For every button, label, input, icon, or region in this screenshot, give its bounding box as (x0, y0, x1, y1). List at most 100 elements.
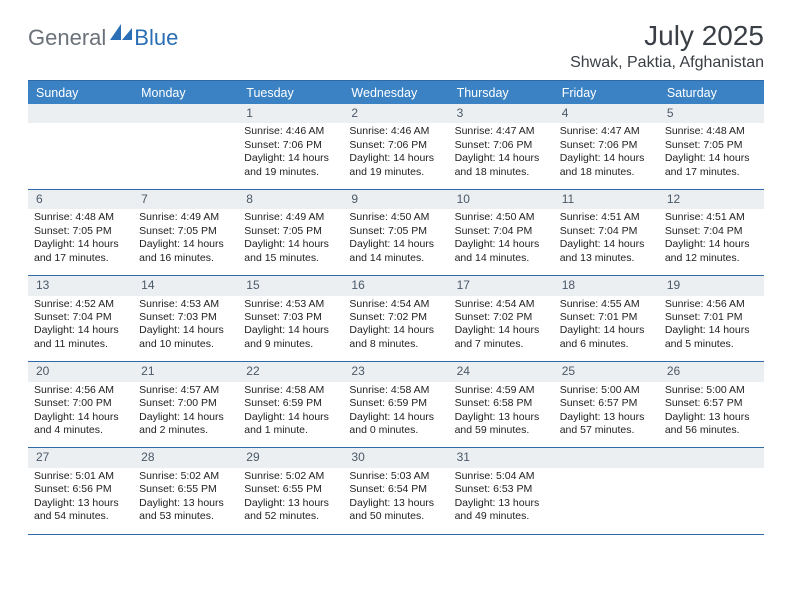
logo-text-blue: Blue (134, 25, 178, 51)
date-number: 30 (343, 448, 448, 467)
daylight-text-1: Daylight: 14 hours (349, 238, 442, 251)
date-number: 28 (133, 448, 238, 467)
title-block: July 2025 Shwak, Paktia, Afghanistan (570, 20, 764, 72)
cell-body: Sunrise: 4:53 AMSunset: 7:03 PMDaylight:… (238, 296, 343, 362)
date-number: 6 (28, 190, 133, 209)
sunset-text: Sunset: 7:01 PM (665, 311, 758, 324)
daylight-text-2: and 50 minutes. (349, 510, 442, 523)
calendar-cell: 15Sunrise: 4:53 AMSunset: 7:03 PMDayligh… (238, 276, 343, 361)
daylight-text-2: and 15 minutes. (244, 252, 337, 265)
sunset-text: Sunset: 7:02 PM (349, 311, 442, 324)
date-number: 2 (343, 104, 448, 123)
sunset-text: Sunset: 6:54 PM (349, 483, 442, 496)
cell-body: Sunrise: 4:49 AMSunset: 7:05 PMDaylight:… (133, 209, 238, 275)
daylight-text-1: Daylight: 14 hours (139, 238, 232, 251)
sunset-text: Sunset: 7:04 PM (34, 311, 127, 324)
cell-body: Sunrise: 4:58 AMSunset: 6:59 PMDaylight:… (343, 382, 448, 448)
calendar-cell: 26Sunrise: 5:00 AMSunset: 6:57 PMDayligh… (659, 362, 764, 447)
daylight-text-1: Daylight: 14 hours (34, 411, 127, 424)
sunrise-text: Sunrise: 4:48 AM (34, 211, 127, 224)
daylight-text-2: and 1 minute. (244, 424, 337, 437)
logo-text-general: General (28, 25, 106, 51)
sunrise-text: Sunrise: 4:53 AM (244, 298, 337, 311)
date-number: 7 (133, 190, 238, 209)
calendar-week: 13Sunrise: 4:52 AMSunset: 7:04 PMDayligh… (28, 276, 764, 362)
calendar-cell: 3Sunrise: 4:47 AMSunset: 7:06 PMDaylight… (449, 104, 554, 189)
cell-body: Sunrise: 5:01 AMSunset: 6:56 PMDaylight:… (28, 468, 133, 534)
daylight-text-1: Daylight: 14 hours (560, 152, 653, 165)
day-header: Thursday (449, 81, 554, 104)
daylight-text-1: Daylight: 14 hours (349, 152, 442, 165)
sunrise-text: Sunrise: 4:46 AM (244, 125, 337, 138)
date-number: 26 (659, 362, 764, 381)
day-header: Sunday (28, 81, 133, 104)
calendar-cell: 24Sunrise: 4:59 AMSunset: 6:58 PMDayligh… (449, 362, 554, 447)
date-number: 18 (554, 276, 659, 295)
daylight-text-2: and 54 minutes. (34, 510, 127, 523)
calendar-cell-empty (133, 104, 238, 189)
date-number: 17 (449, 276, 554, 295)
daylight-text-1: Daylight: 14 hours (244, 238, 337, 251)
daylight-text-1: Daylight: 14 hours (665, 324, 758, 337)
sunrise-text: Sunrise: 4:56 AM (665, 298, 758, 311)
daylight-text-2: and 59 minutes. (455, 424, 548, 437)
calendar-cell: 5Sunrise: 4:48 AMSunset: 7:05 PMDaylight… (659, 104, 764, 189)
calendar: SundayMondayTuesdayWednesdayThursdayFrid… (28, 80, 764, 535)
daylight-text-2: and 9 minutes. (244, 338, 337, 351)
date-number (554, 448, 659, 467)
sunset-text: Sunset: 7:04 PM (665, 225, 758, 238)
daylight-text-1: Daylight: 14 hours (34, 238, 127, 251)
cell-body: Sunrise: 4:46 AMSunset: 7:06 PMDaylight:… (238, 123, 343, 189)
sunset-text: Sunset: 7:01 PM (560, 311, 653, 324)
daylight-text-2: and 2 minutes. (139, 424, 232, 437)
sunrise-text: Sunrise: 4:57 AM (139, 384, 232, 397)
date-number: 5 (659, 104, 764, 123)
calendar-cell: 2Sunrise: 4:46 AMSunset: 7:06 PMDaylight… (343, 104, 448, 189)
cell-body: Sunrise: 4:58 AMSunset: 6:59 PMDaylight:… (238, 382, 343, 448)
date-number: 3 (449, 104, 554, 123)
sunset-text: Sunset: 6:57 PM (665, 397, 758, 410)
sunset-text: Sunset: 6:58 PM (455, 397, 548, 410)
daylight-text-1: Daylight: 13 hours (244, 497, 337, 510)
sunrise-text: Sunrise: 4:49 AM (244, 211, 337, 224)
date-number: 31 (449, 448, 554, 467)
sunrise-text: Sunrise: 4:58 AM (244, 384, 337, 397)
day-header: Tuesday (238, 81, 343, 104)
sunrise-text: Sunrise: 4:59 AM (455, 384, 548, 397)
day-header: Wednesday (343, 81, 448, 104)
daylight-text-1: Daylight: 14 hours (244, 411, 337, 424)
calendar-cell: 21Sunrise: 4:57 AMSunset: 7:00 PMDayligh… (133, 362, 238, 447)
sunrise-text: Sunrise: 4:54 AM (455, 298, 548, 311)
sunrise-text: Sunrise: 4:53 AM (139, 298, 232, 311)
daylight-text-2: and 7 minutes. (455, 338, 548, 351)
sunrise-text: Sunrise: 4:56 AM (34, 384, 127, 397)
daylight-text-2: and 16 minutes. (139, 252, 232, 265)
sunset-text: Sunset: 7:06 PM (349, 139, 442, 152)
calendar-cell: 17Sunrise: 4:54 AMSunset: 7:02 PMDayligh… (449, 276, 554, 361)
date-number: 25 (554, 362, 659, 381)
cell-body: Sunrise: 5:02 AMSunset: 6:55 PMDaylight:… (133, 468, 238, 534)
daylight-text-1: Daylight: 14 hours (244, 152, 337, 165)
sunset-text: Sunset: 7:02 PM (455, 311, 548, 324)
calendar-cell: 9Sunrise: 4:50 AMSunset: 7:05 PMDaylight… (343, 190, 448, 275)
sunrise-text: Sunrise: 4:47 AM (560, 125, 653, 138)
daylight-text-1: Daylight: 14 hours (665, 152, 758, 165)
day-header-row: SundayMondayTuesdayWednesdayThursdayFrid… (28, 81, 764, 104)
cell-body: Sunrise: 4:57 AMSunset: 7:00 PMDaylight:… (133, 382, 238, 448)
sunrise-text: Sunrise: 4:55 AM (560, 298, 653, 311)
daylight-text-1: Daylight: 14 hours (139, 324, 232, 337)
sunrise-text: Sunrise: 5:00 AM (560, 384, 653, 397)
sunrise-text: Sunrise: 5:01 AM (34, 470, 127, 483)
date-number: 10 (449, 190, 554, 209)
calendar-cell: 20Sunrise: 4:56 AMSunset: 7:00 PMDayligh… (28, 362, 133, 447)
daylight-text-1: Daylight: 13 hours (665, 411, 758, 424)
daylight-text-2: and 4 minutes. (34, 424, 127, 437)
sunset-text: Sunset: 6:59 PM (349, 397, 442, 410)
cell-body: Sunrise: 4:48 AMSunset: 7:05 PMDaylight:… (659, 123, 764, 189)
daylight-text-1: Daylight: 14 hours (34, 324, 127, 337)
calendar-cell: 7Sunrise: 4:49 AMSunset: 7:05 PMDaylight… (133, 190, 238, 275)
cell-body: Sunrise: 4:53 AMSunset: 7:03 PMDaylight:… (133, 296, 238, 362)
sunrise-text: Sunrise: 4:52 AM (34, 298, 127, 311)
daylight-text-2: and 57 minutes. (560, 424, 653, 437)
logo: General Blue (28, 24, 178, 51)
